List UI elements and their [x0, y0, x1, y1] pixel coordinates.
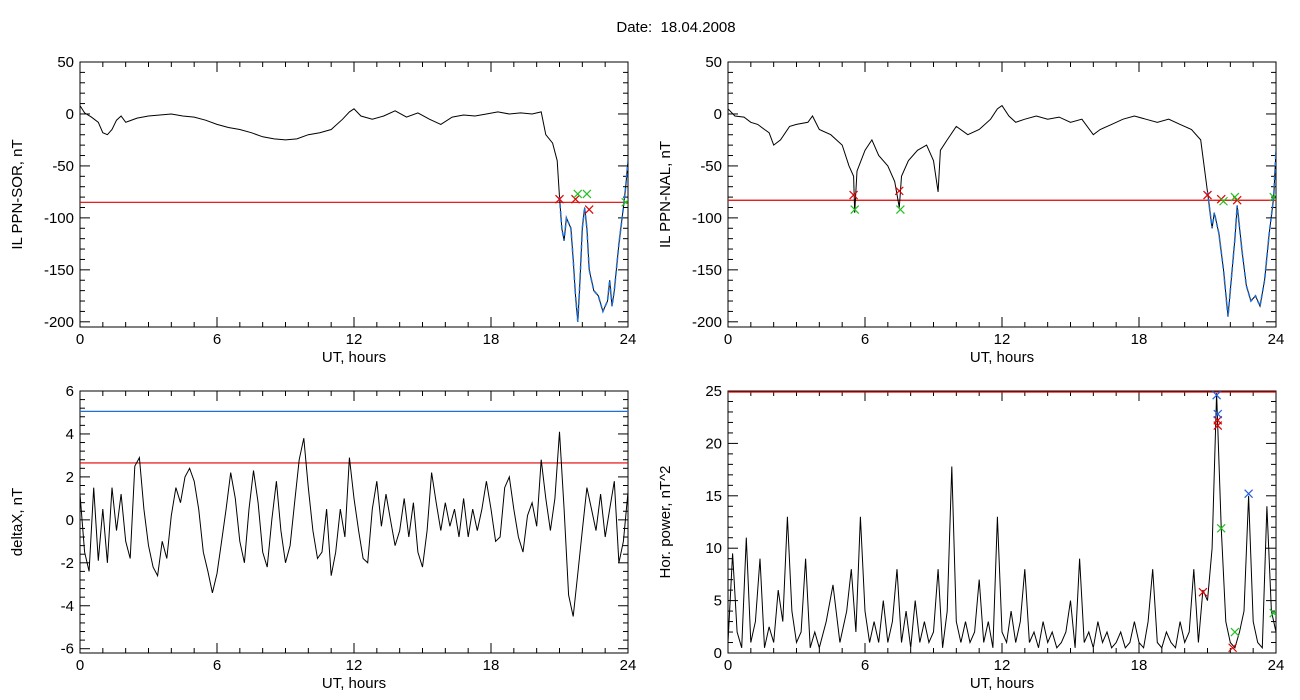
marker-red [849, 190, 859, 200]
x-axis-label: UT, hours [322, 349, 386, 366]
x-tick-label: 6 [213, 331, 221, 348]
y-tick-label: 0 [66, 512, 74, 529]
plot-frame [79, 61, 629, 328]
x-tick-label: 0 [724, 331, 732, 348]
marker-red [555, 194, 564, 204]
y-tick-label: -200 [44, 314, 74, 331]
marker-red [1228, 643, 1238, 653]
y-tick-label: 0 [714, 106, 722, 123]
x-tick-label: 12 [994, 657, 1011, 674]
y-tick-label: -50 [700, 158, 722, 175]
chart-power: 0 6 12 18 24 0 5 10 15 20 25 UT, hours Hor. power, n… [657, 383, 1284, 692]
x-tick-label: 0 [76, 657, 84, 674]
x-tick-label: 18 [483, 331, 500, 348]
series-line [728, 104, 1276, 317]
x-tick-label: 12 [346, 657, 363, 674]
y-tick-label: 15 [705, 488, 722, 505]
plot-area [80, 105, 628, 322]
x-tick-label: 18 [1131, 331, 1148, 348]
x-tick-label: 24 [1268, 657, 1285, 674]
series-highlight-blue [558, 160, 628, 322]
y-tick-label: -50 [52, 158, 74, 175]
marker-green [573, 189, 583, 199]
plot-frame [727, 61, 1277, 328]
y-tick-label: -150 [692, 262, 722, 279]
marker-red [1213, 415, 1223, 425]
y-tick-label: 0 [66, 106, 74, 123]
y-tick-label: -6 [61, 641, 74, 658]
x-axis-label: UT, hours [970, 675, 1034, 692]
marker-red [1198, 587, 1208, 597]
plot-area [728, 391, 1276, 653]
marker-green [621, 197, 628, 207]
marker-red [584, 205, 594, 214]
y-tick-label: -2 [61, 555, 74, 572]
y-tick-label: 20 [705, 435, 722, 452]
y-tick-label: 2 [66, 469, 74, 486]
marker-green [582, 189, 592, 199]
x-tick-label: 0 [76, 331, 84, 348]
x-tick-label: 12 [994, 331, 1011, 348]
y-tick-label: -150 [44, 262, 74, 279]
marker-blue [1244, 489, 1254, 499]
marker-red [1203, 190, 1212, 200]
plot-frame [79, 390, 629, 654]
plot-area [728, 104, 1276, 317]
x-axis-label: UT, hours [970, 349, 1034, 366]
x-tick-label: 6 [213, 657, 221, 674]
x-tick-label: 24 [620, 331, 637, 348]
y-tick-label: 6 [66, 383, 74, 400]
marker-blue [1213, 409, 1223, 419]
marker-green [1219, 196, 1228, 206]
y-tick-label: 50 [705, 54, 722, 71]
y-tick-label: -4 [61, 598, 74, 615]
x-tick-label: 18 [483, 657, 500, 674]
y-tick-label: 10 [705, 540, 722, 557]
x-tick-label: 6 [861, 331, 869, 348]
y-tick-label: -100 [44, 210, 74, 227]
marker-green [1269, 192, 1276, 202]
page-title: Date: 18.04.2008 [616, 19, 736, 36]
x-tick-label: 18 [1131, 657, 1148, 674]
marker-green [895, 205, 905, 214]
series-highlight-blue [1206, 150, 1276, 317]
marker-green [1269, 608, 1276, 618]
x-tick-label: 12 [346, 331, 363, 348]
y-tick-label: 5 [714, 593, 722, 610]
y-tick-label: -100 [692, 210, 722, 227]
plot-frame [727, 390, 1277, 654]
y-tick-label: 25 [705, 383, 722, 400]
marker-green [1216, 523, 1226, 533]
marker-red [571, 194, 580, 204]
y-axis-label: deltaX, nT [9, 488, 26, 556]
series-line [728, 393, 1276, 650]
y-tick-label: 0 [714, 645, 722, 662]
y-axis-label: Hor. power, nT^2 [657, 466, 674, 579]
y-tick-label: 4 [66, 426, 74, 443]
series-line [80, 431, 628, 617]
marker-red [894, 186, 904, 196]
y-axis-label: IL PPN-SOR, nT [9, 139, 26, 249]
y-tick-label: 50 [57, 54, 74, 71]
chart-nal: 0 6 12 18 24 50 0 -50 -100 -150 -200 UT, hours IL PP… [657, 54, 1284, 366]
y-axis-label: IL PPN-NAL, nT [657, 141, 674, 248]
x-axis-label: UT, hours [322, 675, 386, 692]
chart-sor: 0 6 12 18 24 50 0 -50 -100 -150 -200 UT, hours IL PP… [9, 54, 636, 366]
x-tick-label: 0 [724, 657, 732, 674]
x-tick-label: 6 [861, 657, 869, 674]
chart-deltax: 0 6 12 18 24 6 4 2 0 -2 -4 -6 UT, hours deltaX, nT [9, 383, 636, 692]
x-tick-label: 24 [1268, 331, 1285, 348]
marker-green [850, 205, 860, 214]
marker-green [1230, 627, 1240, 637]
y-tick-label: -200 [692, 314, 722, 331]
marker-blue [1212, 391, 1222, 400]
plot-area [80, 410, 628, 617]
marker-green [1230, 192, 1240, 202]
series-line [80, 105, 628, 322]
x-tick-label: 24 [620, 657, 637, 674]
